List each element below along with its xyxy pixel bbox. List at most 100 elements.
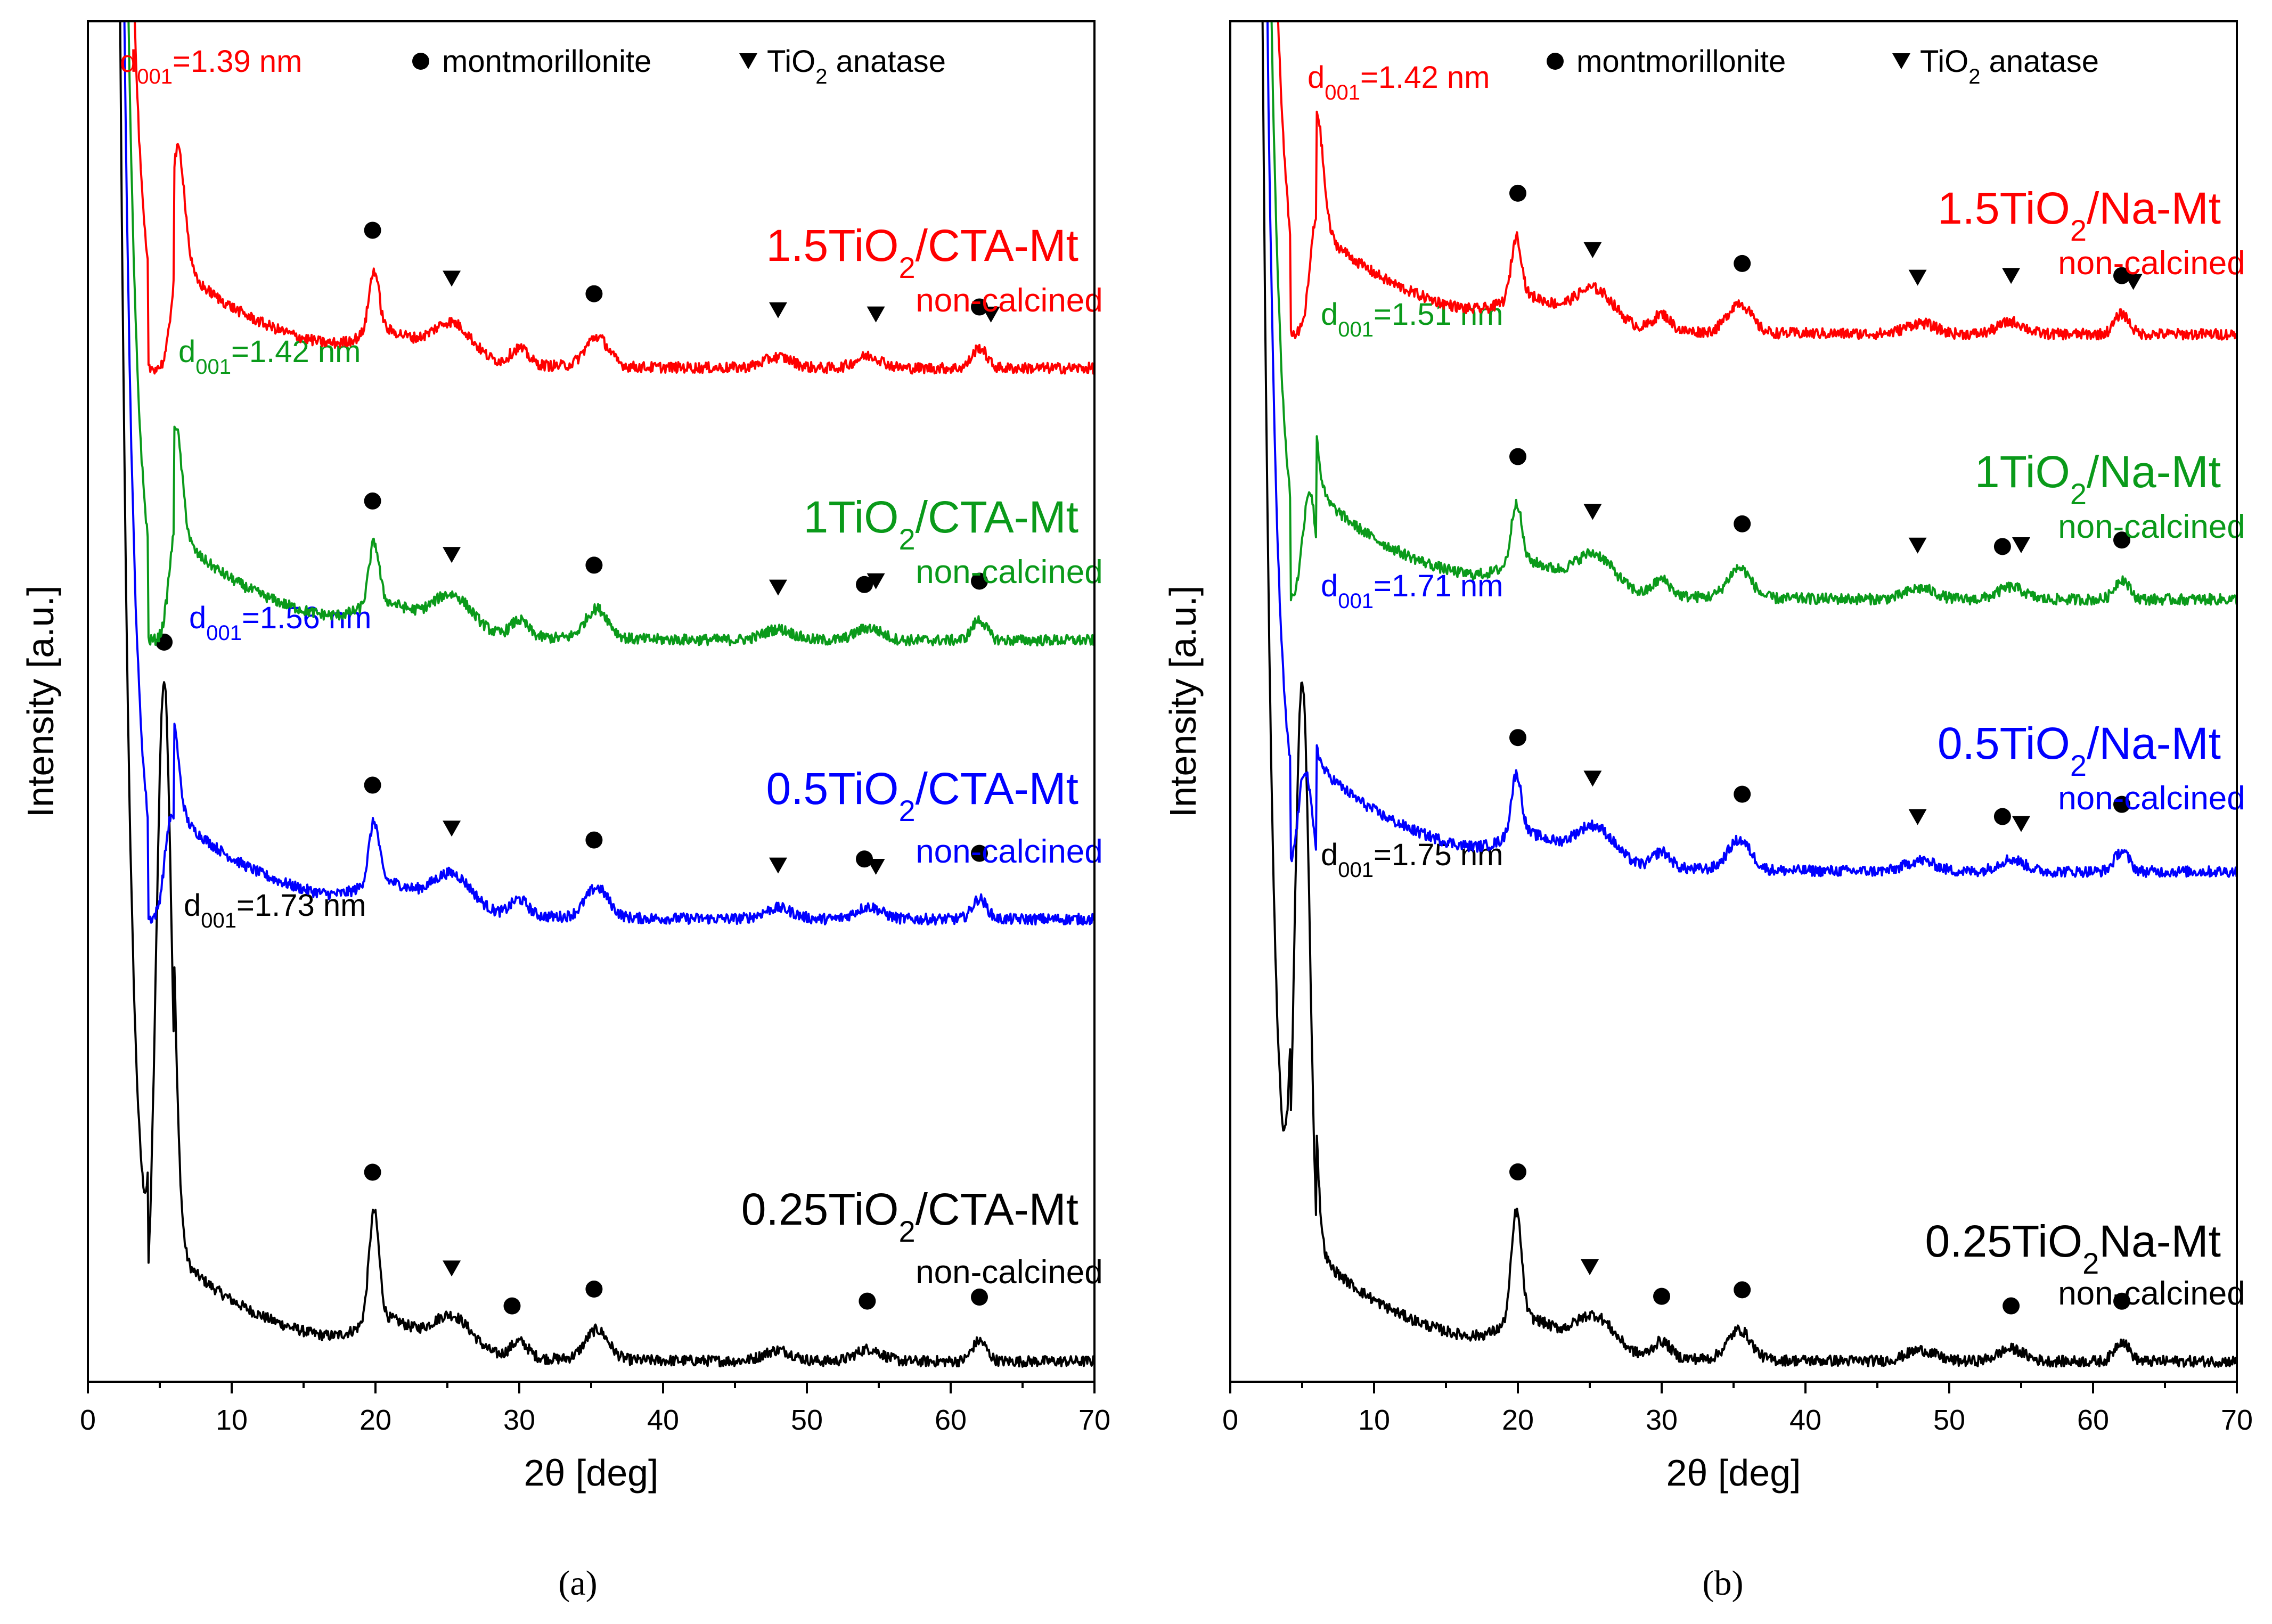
legend-montmorillonite: montmorillonite	[1576, 44, 1786, 79]
x-tick-label: 40	[1789, 1404, 1821, 1436]
anatase-marker	[1581, 1259, 1599, 1275]
series-line-0_25TiO-a	[119, 21, 1094, 1368]
legend: montmorillonite TiO2 anatase	[412, 44, 946, 88]
x-tick-label: 50	[1933, 1404, 1965, 1436]
x-tick-label: 30	[503, 1404, 535, 1436]
series-line-1_5TiO-b	[1277, 21, 2237, 341]
montmorillonite-marker	[1734, 1281, 1751, 1299]
series-line-1TiO-b	[1270, 21, 2237, 606]
montmorillonite-marker	[971, 1289, 988, 1306]
montmorillonite-marker	[2113, 267, 2130, 284]
montmorillonite-marker	[859, 1292, 876, 1310]
anatase-marker	[443, 270, 461, 287]
montmorillonite-marker	[585, 285, 603, 302]
montmorillonite-marker	[1653, 1287, 1670, 1305]
series-label: 1TiO2/Na-Mt	[1975, 447, 2221, 511]
series-note: non-calcined	[916, 554, 1103, 590]
d001-label: d001=1.42 nm	[178, 334, 361, 379]
x-tick-label: 0	[1222, 1404, 1238, 1436]
x-tick-label: 60	[935, 1404, 967, 1436]
montmorillonite-marker	[971, 572, 988, 590]
x-tick-label: 10	[216, 1404, 248, 1436]
montmorillonite-marker	[364, 492, 381, 510]
x-tick-label: 10	[1358, 1404, 1390, 1436]
montmorillonite-marker	[2003, 1297, 2020, 1315]
legend-anatase: TiO2 anatase	[1920, 44, 2099, 88]
anatase-marker	[2012, 537, 2030, 554]
legend-circle-icon	[1547, 53, 1564, 70]
montmorillonite-marker	[971, 844, 988, 862]
montmorillonite-marker	[2113, 795, 2130, 813]
anatase-marker	[1583, 504, 1602, 520]
legend-montmorillonite: montmorillonite	[442, 44, 651, 79]
series-label: 1TiO2/CTA-Mt	[804, 492, 1078, 556]
series-label: 0.25TiO2/CTA-Mt	[741, 1184, 1078, 1248]
anatase-marker	[443, 1260, 461, 1277]
legend: montmorillonite TiO2 anatase	[1547, 44, 2099, 88]
anatase-marker	[982, 306, 1000, 323]
x-tick-label: 50	[791, 1404, 823, 1436]
series-label: 1.5TiO2/Na-Mt	[1938, 183, 2221, 247]
x-axis-title: 2θ [deg]	[524, 1452, 659, 1494]
x-tick-label: 20	[359, 1404, 391, 1436]
legend-triangle-icon	[1892, 53, 1910, 69]
anatase-marker	[443, 821, 461, 837]
x-tick-label: 0	[80, 1404, 96, 1436]
x-tick-label: 20	[1502, 1404, 1534, 1436]
panel-caption: (a)	[558, 1564, 597, 1603]
montmorillonite-marker	[1509, 184, 1526, 202]
montmorillonite-marker	[364, 222, 381, 239]
montmorillonite-marker	[1993, 808, 2011, 825]
series-note: non-calcined	[916, 833, 1103, 870]
series-note: non-calcined	[2058, 508, 2245, 545]
anatase-marker	[1908, 269, 1927, 286]
anatase-marker	[2012, 816, 2030, 832]
x-tick-label: 70	[1078, 1404, 1110, 1436]
y-axis-title: Intensity [a.u.]	[1162, 586, 1204, 818]
montmorillonite-marker	[585, 556, 603, 574]
x-tick-label: 30	[1646, 1404, 1678, 1436]
series-line-0_5TiO-b	[1266, 21, 2237, 878]
series-label: 0.5TiO2/Na-Mt	[1938, 718, 2221, 782]
anatase-marker	[1583, 770, 1602, 787]
montmorillonite-marker	[856, 576, 873, 593]
montmorillonite-marker	[1734, 785, 1751, 803]
series-label: 0.5TiO2/CTA-Mt	[766, 764, 1078, 827]
anatase-marker	[2124, 274, 2143, 290]
series-note: non-calcined	[2058, 1275, 2245, 1312]
anatase-marker	[1583, 242, 1602, 258]
montmorillonite-marker	[1993, 538, 2011, 555]
d001-label: d001=1.73 nm	[184, 888, 366, 932]
anatase-marker	[867, 859, 885, 875]
d001-label: d001=1.42 nm	[1307, 60, 1490, 104]
montmorillonite-marker	[1509, 448, 1526, 465]
montmorillonite-marker	[585, 831, 603, 849]
series-note: non-calcined	[2058, 780, 2245, 817]
legend-anatase: TiO2 anatase	[767, 44, 946, 88]
series-line-1TiO-a	[127, 21, 1094, 647]
anatase-marker	[769, 579, 787, 596]
series-label: 1.5TiO2/CTA-Mt	[766, 220, 1078, 284]
panel-caption: (b)	[1703, 1564, 1744, 1603]
legend-triangle-icon	[739, 53, 757, 69]
montmorillonite-marker	[364, 1163, 381, 1181]
montmorillonite-marker	[503, 1297, 521, 1315]
montmorillonite-marker	[2113, 531, 2130, 549]
montmorillonite-marker	[2113, 1292, 2130, 1310]
montmorillonite-marker	[364, 776, 381, 794]
anatase-marker	[867, 573, 885, 589]
anatase-marker	[1908, 809, 1927, 825]
series-note: non-calcined	[916, 282, 1103, 319]
y-axis-title: Intensity [a.u.]	[20, 586, 61, 818]
montmorillonite-marker	[856, 850, 873, 868]
anatase-marker	[1908, 537, 1927, 554]
anatase-marker	[2002, 268, 2021, 284]
anatase-marker	[867, 306, 885, 323]
anatase-marker	[769, 302, 787, 318]
panel-a: 0.25TiO2/CTA-Mt non-calcined d001=1.73 nm 0…	[20, 20, 1110, 1603]
series-note: non-calcined	[2058, 245, 2245, 282]
montmorillonite-marker	[971, 298, 988, 316]
x-tick-label: 60	[2077, 1404, 2109, 1436]
